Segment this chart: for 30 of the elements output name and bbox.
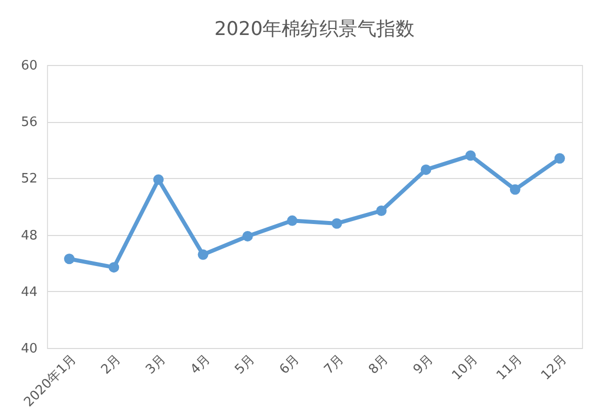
y-tick-label: 44 bbox=[20, 284, 38, 300]
y-tick-label: 60 bbox=[20, 58, 38, 74]
point bbox=[510, 184, 520, 195]
x-tick-label: 9月 bbox=[410, 352, 436, 378]
point bbox=[554, 153, 565, 164]
x-tick-label: 4月 bbox=[188, 352, 214, 378]
y-tick-label: 52 bbox=[20, 172, 38, 187]
point bbox=[376, 206, 387, 216]
y-tick-label: 40 bbox=[20, 342, 38, 356]
x-tick-label: 10月 bbox=[449, 352, 481, 384]
x-tick-label: 6月 bbox=[276, 352, 303, 378]
point bbox=[64, 254, 75, 264]
point bbox=[242, 230, 253, 242]
x-tick-label: 8月 bbox=[366, 352, 392, 378]
x-tick-label: 5月 bbox=[232, 352, 258, 378]
point bbox=[108, 262, 120, 273]
y-tick-label: 56 bbox=[20, 115, 38, 130]
point bbox=[286, 215, 298, 226]
point bbox=[332, 218, 342, 229]
x-tick-label: 3月 bbox=[143, 352, 169, 378]
x-tick-label: 7月 bbox=[322, 352, 348, 378]
point bbox=[153, 174, 164, 185]
chart-title: 2020年棉纺织景气指数 bbox=[214, 18, 415, 40]
x-tick-label: 2月 bbox=[98, 352, 124, 378]
point bbox=[420, 164, 432, 175]
y-tick-label: 48 bbox=[20, 228, 38, 244]
x-tick-label: 12月 bbox=[538, 352, 570, 384]
x-tick-label: 11月 bbox=[494, 352, 526, 384]
point bbox=[465, 150, 476, 161]
point bbox=[198, 249, 208, 260]
